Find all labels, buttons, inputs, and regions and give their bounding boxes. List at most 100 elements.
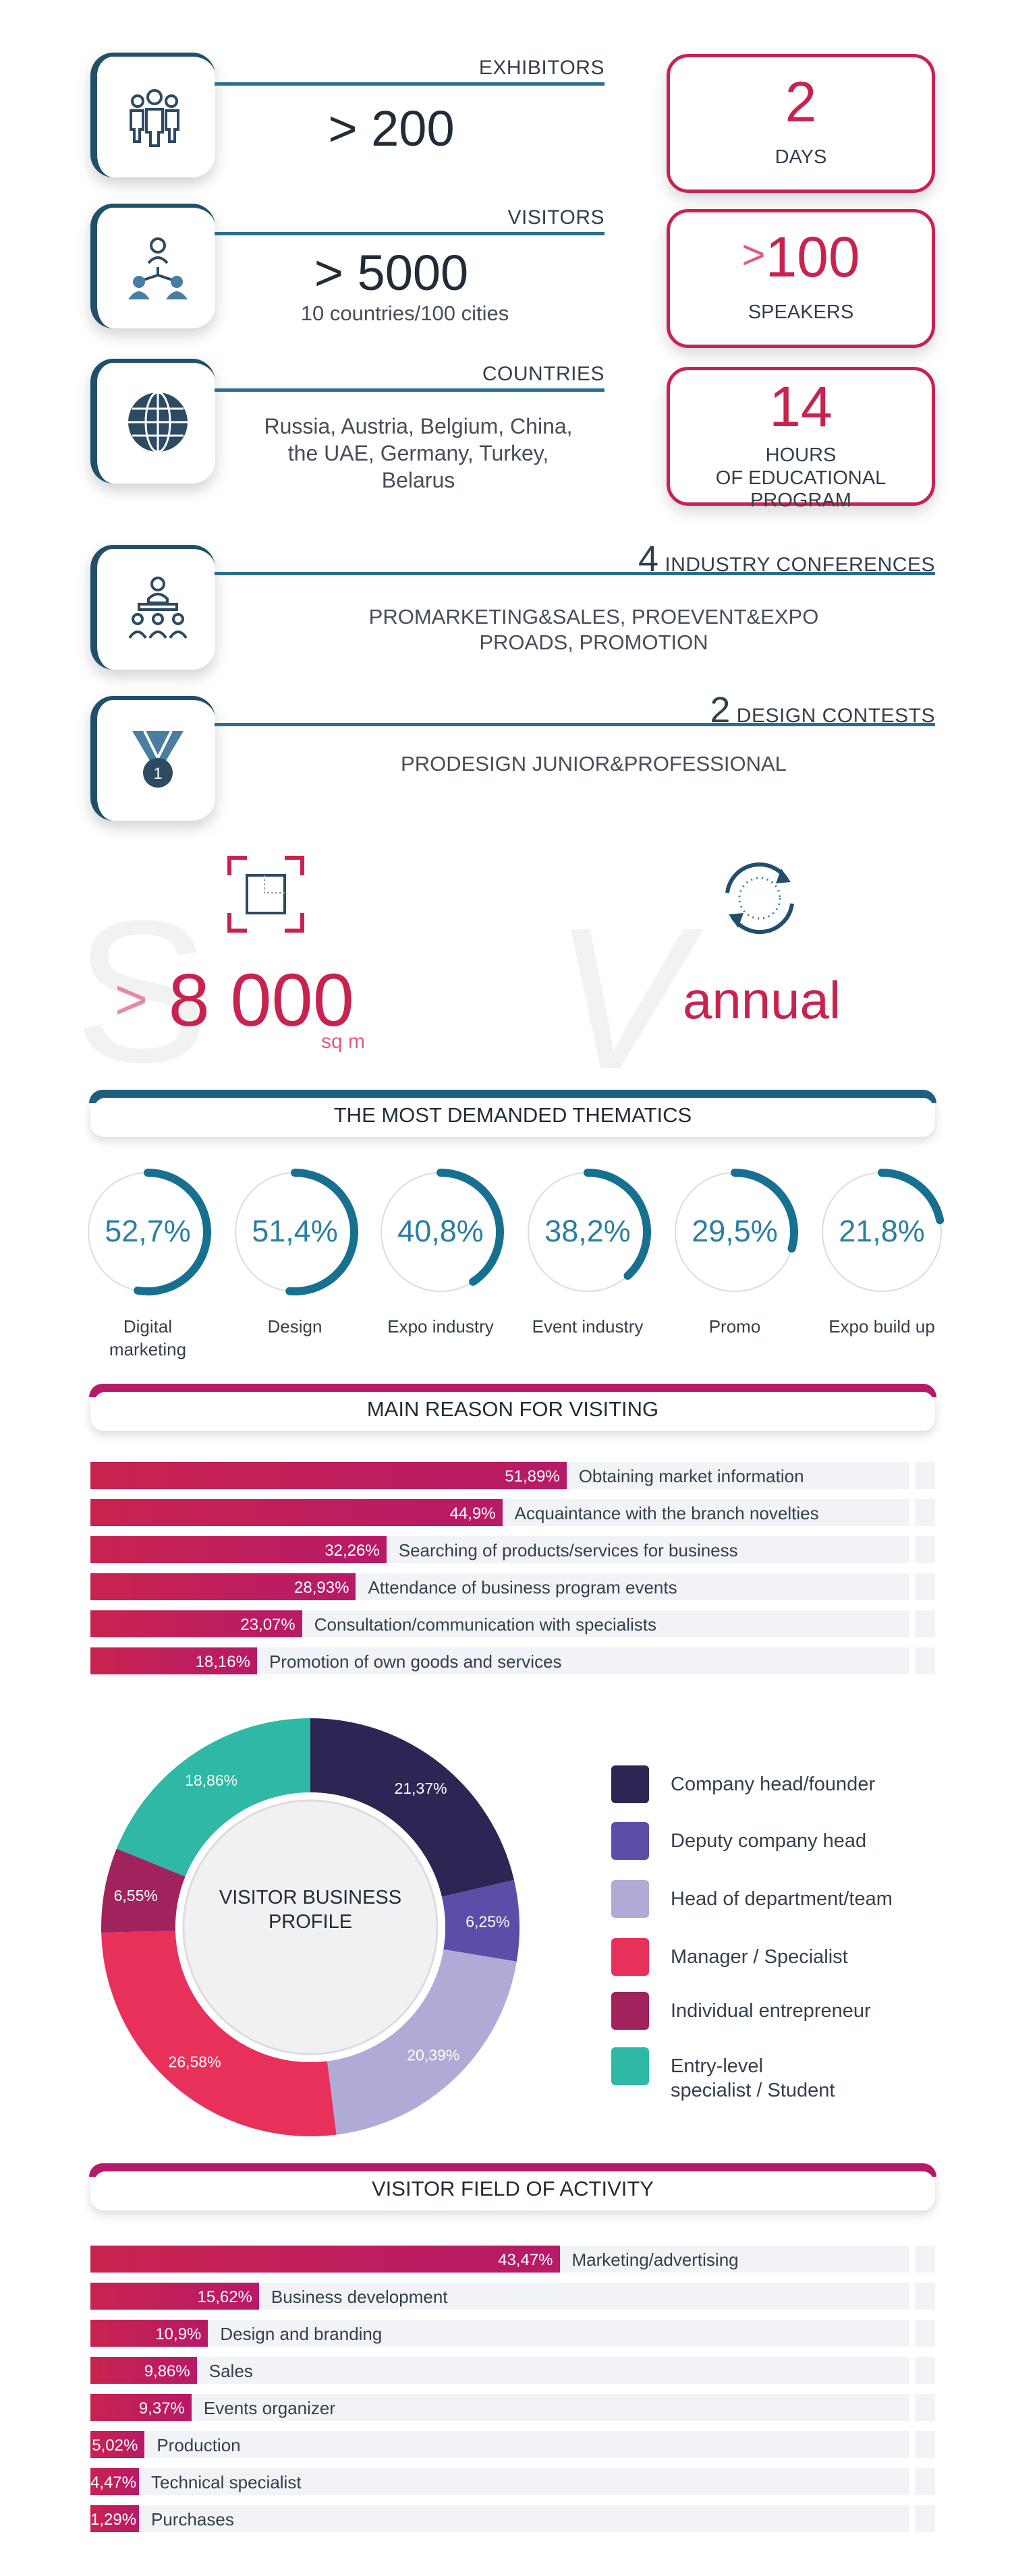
activity-header: VISITOR FIELD OF ACTIVITY <box>89 2163 936 2211</box>
legend-label-line2: specialist / Student <box>671 2080 835 2101</box>
donut-slice <box>327 1949 517 2135</box>
bar-value: 1,29% <box>90 2511 137 2529</box>
frequency-bg-letter: V <box>553 885 689 1111</box>
bar-value: 28,93% <box>294 1579 349 1597</box>
bar-row-divider <box>909 1536 915 1563</box>
countries-label: COUNTRIES <box>482 363 605 385</box>
visitors-value: > 5000 <box>314 245 469 301</box>
bar-fill <box>90 1462 567 1489</box>
bar-label: Marketing/advertising <box>571 2250 739 2270</box>
conferences-count: 4 <box>638 539 659 579</box>
thematic-circle: 38,2% <box>524 1168 652 1296</box>
legend-label: Head of department/team <box>671 1887 893 1911</box>
donut-slice-label: 21,37% <box>395 1780 447 1797</box>
hours-label-1: HOURS <box>765 444 837 466</box>
globe-icon <box>128 391 188 453</box>
frequency-value: annual <box>683 970 841 1030</box>
speakers-card: >100 SPEAKERS <box>667 209 935 348</box>
donut-slice-label: 20,39% <box>407 2047 459 2064</box>
bar-fill <box>90 2505 139 2532</box>
bar-value: 44,9% <box>449 1504 496 1523</box>
donut-center <box>182 1799 439 2055</box>
bar-row: 9,86% Sales <box>90 2357 935 2384</box>
legend-swatch <box>611 1822 649 1860</box>
legend-label-line1: Manager / Specialist <box>671 1946 848 1968</box>
thematic-label-line1: Event industry <box>532 1316 644 1337</box>
thematic-label: Promo <box>664 1315 806 1338</box>
bar-fill <box>90 2394 192 2421</box>
bar-row: 23,07% Consultation/communication with sp… <box>90 1610 935 1637</box>
thematic-arc <box>437 1169 504 1286</box>
profile-donut-chart: 21,37% 6,25% 20,39% 26,58% 6,55% 18,86% <box>101 1718 519 2136</box>
thematic-percent: 40,8% <box>397 1214 484 1248</box>
legend-swatch <box>611 1992 649 2030</box>
bar-fill <box>90 2320 208 2347</box>
hours-card: 14 HOURS OF EDUCATIONAL PROGRAM <box>667 367 935 511</box>
thematic-label: Event industry <box>517 1315 658 1338</box>
thematic-arc <box>285 1169 358 1295</box>
bar-row: 10,9% Design and branding <box>90 2320 935 2347</box>
bar-label: Searching of products/services for busin… <box>398 1540 738 1560</box>
area-value: > 8 000 <box>115 958 354 1043</box>
thematic-label: Design <box>224 1315 366 1338</box>
bar-label: Obtaining market information <box>578 1466 804 1486</box>
donut-slice <box>441 1879 519 1962</box>
donut-slice <box>101 1848 186 1933</box>
donut-slice <box>101 1931 337 2136</box>
thematic-ring <box>235 1169 358 1295</box>
bar-label: Technical specialist <box>151 2472 302 2492</box>
bar-row-divider <box>909 2394 915 2421</box>
svg-text:1: 1 <box>153 765 162 783</box>
bar-row: 28,93% Attendance of business program eve… <box>90 1573 935 1600</box>
area-prefix: > <box>115 968 148 1031</box>
bar-value: 43,47% <box>498 2251 553 2269</box>
bar-label: Production <box>157 2435 241 2455</box>
contests-count: 2 <box>710 690 731 730</box>
thematic-arc <box>134 1169 211 1295</box>
bar-row-divider <box>909 1573 915 1600</box>
bar-value: 51,89% <box>505 1467 560 1486</box>
legend-label-line1: Head of department/team <box>671 1888 893 1910</box>
contests-line1: PRODESIGN JUNIOR&PROFESSIONAL <box>401 752 787 775</box>
donut-slice <box>116 1718 310 1877</box>
conferences-line2: PROADS, PROMOTION <box>479 631 708 654</box>
countries-rule <box>215 388 605 392</box>
days-label: DAYS <box>775 146 827 168</box>
bar-label: Events organizer <box>203 2398 336 2418</box>
bar-value: 9,37% <box>138 2399 185 2418</box>
bar-row: 18,16% Promotion of own goods and service… <box>90 1647 935 1674</box>
legend-label-line1: Entry-level <box>671 2055 763 2077</box>
thematic-circle: 29,5% <box>671 1168 799 1296</box>
area-unit: sq m <box>321 1030 366 1053</box>
legend-label: Deputy company head <box>671 1829 866 1853</box>
legend-label: Manager / Specialist <box>671 1945 848 1969</box>
exhibitors-value: > 200 <box>328 100 455 156</box>
legend-label: Individual entrepreneur <box>671 1999 871 2023</box>
hours-number: 14 <box>769 375 833 438</box>
thematic-percent: 21,8% <box>839 1214 925 1248</box>
thematics-header: THE MOST DEMANDED THEMATICS <box>89 1090 936 1137</box>
cycle-arrows-icon <box>725 862 794 934</box>
bar-value: 10,9% <box>155 2325 202 2343</box>
countries-list: Russia, Austria, Belgium, China, the UAE… <box>264 414 573 492</box>
speakers-prefix: > <box>741 232 766 277</box>
bar-row-divider <box>909 1499 915 1526</box>
bar-value: 4,47% <box>90 2473 137 2492</box>
thematic-ring <box>88 1169 211 1295</box>
contests-tile: 1 <box>90 696 215 821</box>
donut-slice-label: 6,25% <box>466 1913 509 1931</box>
activity-title: VISITOR FIELD OF ACTIVITY <box>371 2177 654 2200</box>
conferences-line1: PROMARKETING&SALES, PROEVENT&EXPO <box>368 605 819 628</box>
thematic-arc <box>878 1169 945 1225</box>
medal-icon: 1 <box>132 730 184 788</box>
bar-row-divider <box>909 2431 915 2458</box>
conferences-label: INDUSTRY CONFERENCES <box>665 554 935 576</box>
thematic-ring <box>528 1169 651 1292</box>
thematic-ring <box>822 1169 945 1292</box>
people-network-icon <box>128 237 188 299</box>
bar-value: 18,16% <box>195 1653 250 1671</box>
donut-slice-label: 26,58% <box>169 2053 221 2070</box>
thematic-label-line1: Promo <box>708 1316 761 1337</box>
thematic-ring <box>675 1169 798 1292</box>
bar-row-divider <box>909 1647 915 1674</box>
